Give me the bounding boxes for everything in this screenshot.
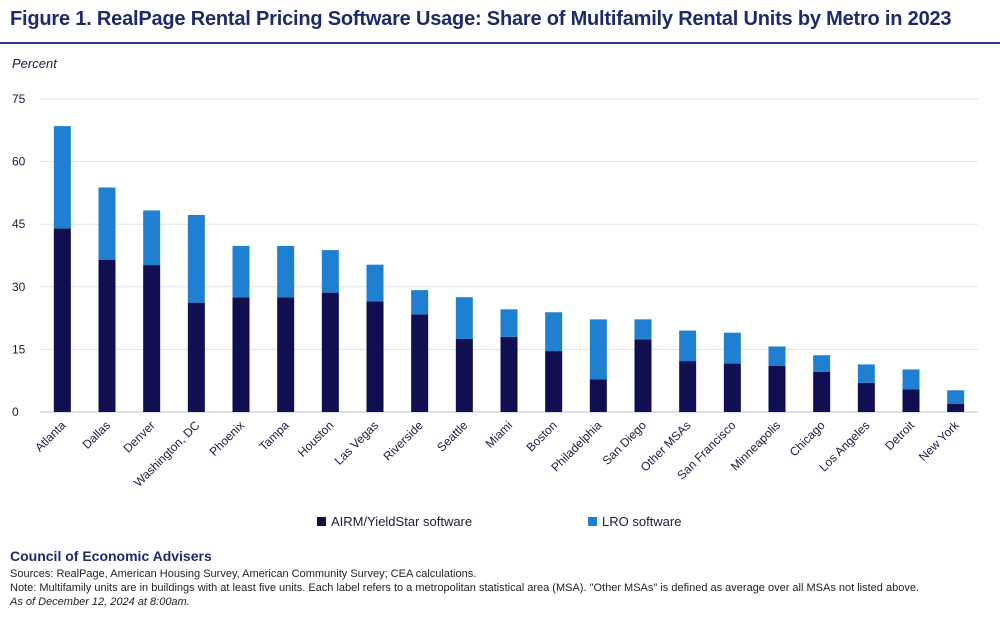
legend-item-airm: AIRM/YieldStar software — [317, 514, 472, 529]
bar-segment-airm — [947, 403, 965, 412]
y-tick-label: 15 — [12, 342, 26, 356]
bar-segment-lro — [232, 245, 250, 298]
definitions-note: Note: Multifamily units are in buildings… — [10, 582, 919, 594]
bar-segment-lro — [947, 390, 965, 404]
x-tick-label: Tampa — [256, 418, 292, 454]
bar-segment-lro — [589, 319, 607, 380]
bar-segment-lro — [277, 245, 295, 298]
x-tick-label: Denver — [121, 418, 158, 455]
bar-segment-lro — [545, 312, 563, 352]
bar-segment-lro — [366, 264, 384, 302]
bar-segment-airm — [545, 351, 563, 412]
x-tick-label: Houston — [295, 418, 337, 460]
bar-segment-lro — [187, 215, 205, 303]
x-tick-label: Boston — [523, 418, 559, 454]
bar-segment-lro — [902, 369, 920, 390]
bar-segment-airm — [723, 363, 741, 412]
source-organization: Council of Economic Advisers — [10, 548, 212, 564]
bar-segment-airm — [187, 302, 205, 412]
bar-segment-lro — [411, 290, 429, 315]
bar-segment-airm — [143, 265, 161, 412]
chart-footer: Council of Economic Advisers Sources: Re… — [10, 548, 990, 609]
bar-segment-airm — [366, 301, 384, 412]
bar-segment-airm — [455, 338, 473, 412]
bar-segment-airm — [232, 297, 250, 412]
bar-segment-airm — [277, 297, 295, 412]
bar-segment-lro — [723, 332, 741, 364]
bar-segment-lro — [634, 319, 652, 340]
x-tick-label: Seattle — [434, 418, 471, 455]
legend-swatch-airm — [317, 517, 326, 526]
bar-segment-airm — [53, 228, 71, 412]
bar-segment-airm — [768, 365, 786, 412]
bar-segment-airm — [857, 382, 875, 412]
bar-segment-lro — [143, 210, 161, 266]
bar-segment-lro — [98, 187, 116, 260]
y-tick-label: 30 — [12, 280, 26, 294]
bar-segment-lro — [53, 126, 71, 229]
legend-label-airm: AIRM/YieldStar software — [331, 514, 473, 529]
bar-segment-lro — [857, 364, 875, 383]
bar-segment-airm — [98, 259, 116, 412]
bar-segment-airm — [500, 336, 518, 412]
bar-segment-airm — [679, 361, 697, 412]
y-tick-label: 75 — [12, 92, 26, 106]
bar-segment-airm — [321, 292, 339, 412]
x-tick-label: Las Vegas — [332, 418, 382, 468]
date-stamp: As of December 12, 2024 at 8:00am. — [10, 596, 190, 608]
title-divider — [0, 42, 1000, 44]
bar-segment-lro — [768, 346, 786, 366]
x-tick-label: Atlanta — [32, 418, 69, 455]
sources-note: Sources: RealPage, American Housing Surv… — [10, 568, 477, 580]
bar-segment-lro — [455, 297, 473, 339]
y-tick-label: 60 — [12, 155, 26, 169]
legend-label-lro: LRO software — [602, 514, 682, 529]
x-tick-label: Chicago — [787, 418, 828, 459]
bar-segment-lro — [813, 355, 831, 372]
x-tick-label: Miami — [483, 418, 516, 451]
x-tick-label: Phoenix — [207, 418, 248, 459]
bar-segment-airm — [813, 371, 831, 412]
x-tick-label: Dallas — [80, 418, 113, 451]
y-tick-label: 45 — [12, 217, 26, 231]
bar-segment-airm — [634, 339, 652, 412]
y-axis-label: Percent — [12, 56, 58, 71]
bar-segment-lro — [321, 250, 339, 293]
legend-swatch-lro — [588, 517, 597, 526]
legend-item-lro: LRO software — [588, 514, 681, 529]
x-tick-label: New York — [916, 418, 962, 464]
bar-segment-lro — [500, 309, 518, 337]
bar-segment-lro — [679, 330, 697, 362]
bar-segment-airm — [589, 379, 607, 412]
bar-segment-airm — [902, 389, 920, 412]
x-tick-label: Detroit — [882, 418, 917, 453]
chart-title: Figure 1. RealPage Rental Pricing Softwa… — [10, 8, 952, 30]
y-tick-label: 0 — [12, 405, 19, 419]
x-tick-label: Riverside — [381, 418, 426, 463]
bar-segment-airm — [411, 314, 429, 412]
